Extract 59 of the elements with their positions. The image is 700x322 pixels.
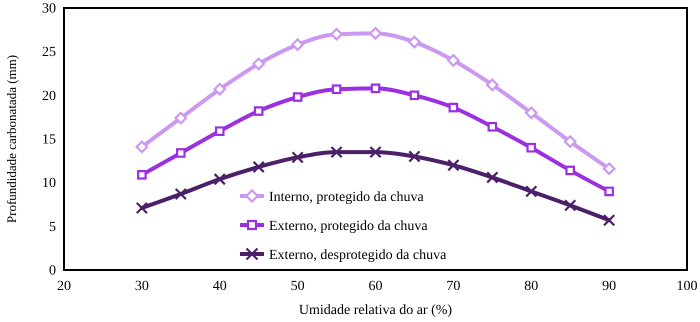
point (332, 84, 342, 94)
legend-label: Externo, desprotegido da chuva (269, 248, 448, 263)
x-tick-label: 60 (368, 278, 382, 294)
y-tick-label: 30 (42, 1, 56, 16)
legend-label: Interno, protegido da chuva (269, 190, 425, 205)
point (565, 166, 575, 176)
point (447, 54, 460, 67)
point (136, 140, 148, 154)
x-tick-label: 30 (134, 278, 149, 294)
point (448, 102, 458, 112)
point (136, 202, 148, 214)
point (252, 160, 265, 174)
point (486, 78, 499, 92)
point (254, 106, 264, 116)
point (291, 151, 304, 164)
x-tick-label: 40 (212, 278, 227, 294)
point (564, 199, 576, 212)
point (564, 135, 577, 148)
x-tick-label: 90 (602, 278, 616, 294)
x-axis-title: Umidade relativa do ar (%) (298, 303, 452, 318)
point (524, 106, 538, 120)
point (369, 26, 382, 40)
point (292, 92, 302, 102)
x-tick-label: 80 (524, 278, 538, 294)
point (330, 146, 343, 158)
point (486, 171, 499, 184)
point (602, 162, 616, 176)
point (408, 150, 421, 163)
y-tick-label: 25 (42, 45, 56, 60)
point (291, 38, 304, 52)
y-axis-title: Profundidade carbonatada (mm) (4, 54, 19, 224)
point (370, 84, 380, 94)
point (604, 186, 614, 196)
point (174, 188, 188, 200)
point (447, 158, 460, 172)
y-tick-label: 10 (42, 176, 56, 192)
point (176, 148, 186, 158)
point (410, 90, 420, 100)
y-tick-label: 15 (42, 132, 56, 148)
point (488, 122, 498, 132)
point (602, 214, 616, 226)
point (330, 28, 343, 41)
x-tick-label: 50 (290, 278, 305, 294)
y-tick-label: 0 (49, 263, 56, 278)
point (214, 172, 226, 186)
y-tick-label: 20 (42, 88, 56, 104)
point (214, 126, 225, 136)
x-tick-label: 70 (446, 278, 460, 294)
point (252, 58, 266, 70)
point (526, 142, 536, 153)
x-tick-label: 100 (676, 278, 698, 294)
point (213, 82, 226, 96)
point (369, 146, 382, 158)
point (525, 185, 538, 198)
point (408, 36, 421, 48)
point (174, 112, 188, 124)
legend-label: Externo, protegido da chuva (269, 219, 428, 234)
y-tick-label: 5 (49, 220, 56, 235)
point (137, 170, 147, 180)
